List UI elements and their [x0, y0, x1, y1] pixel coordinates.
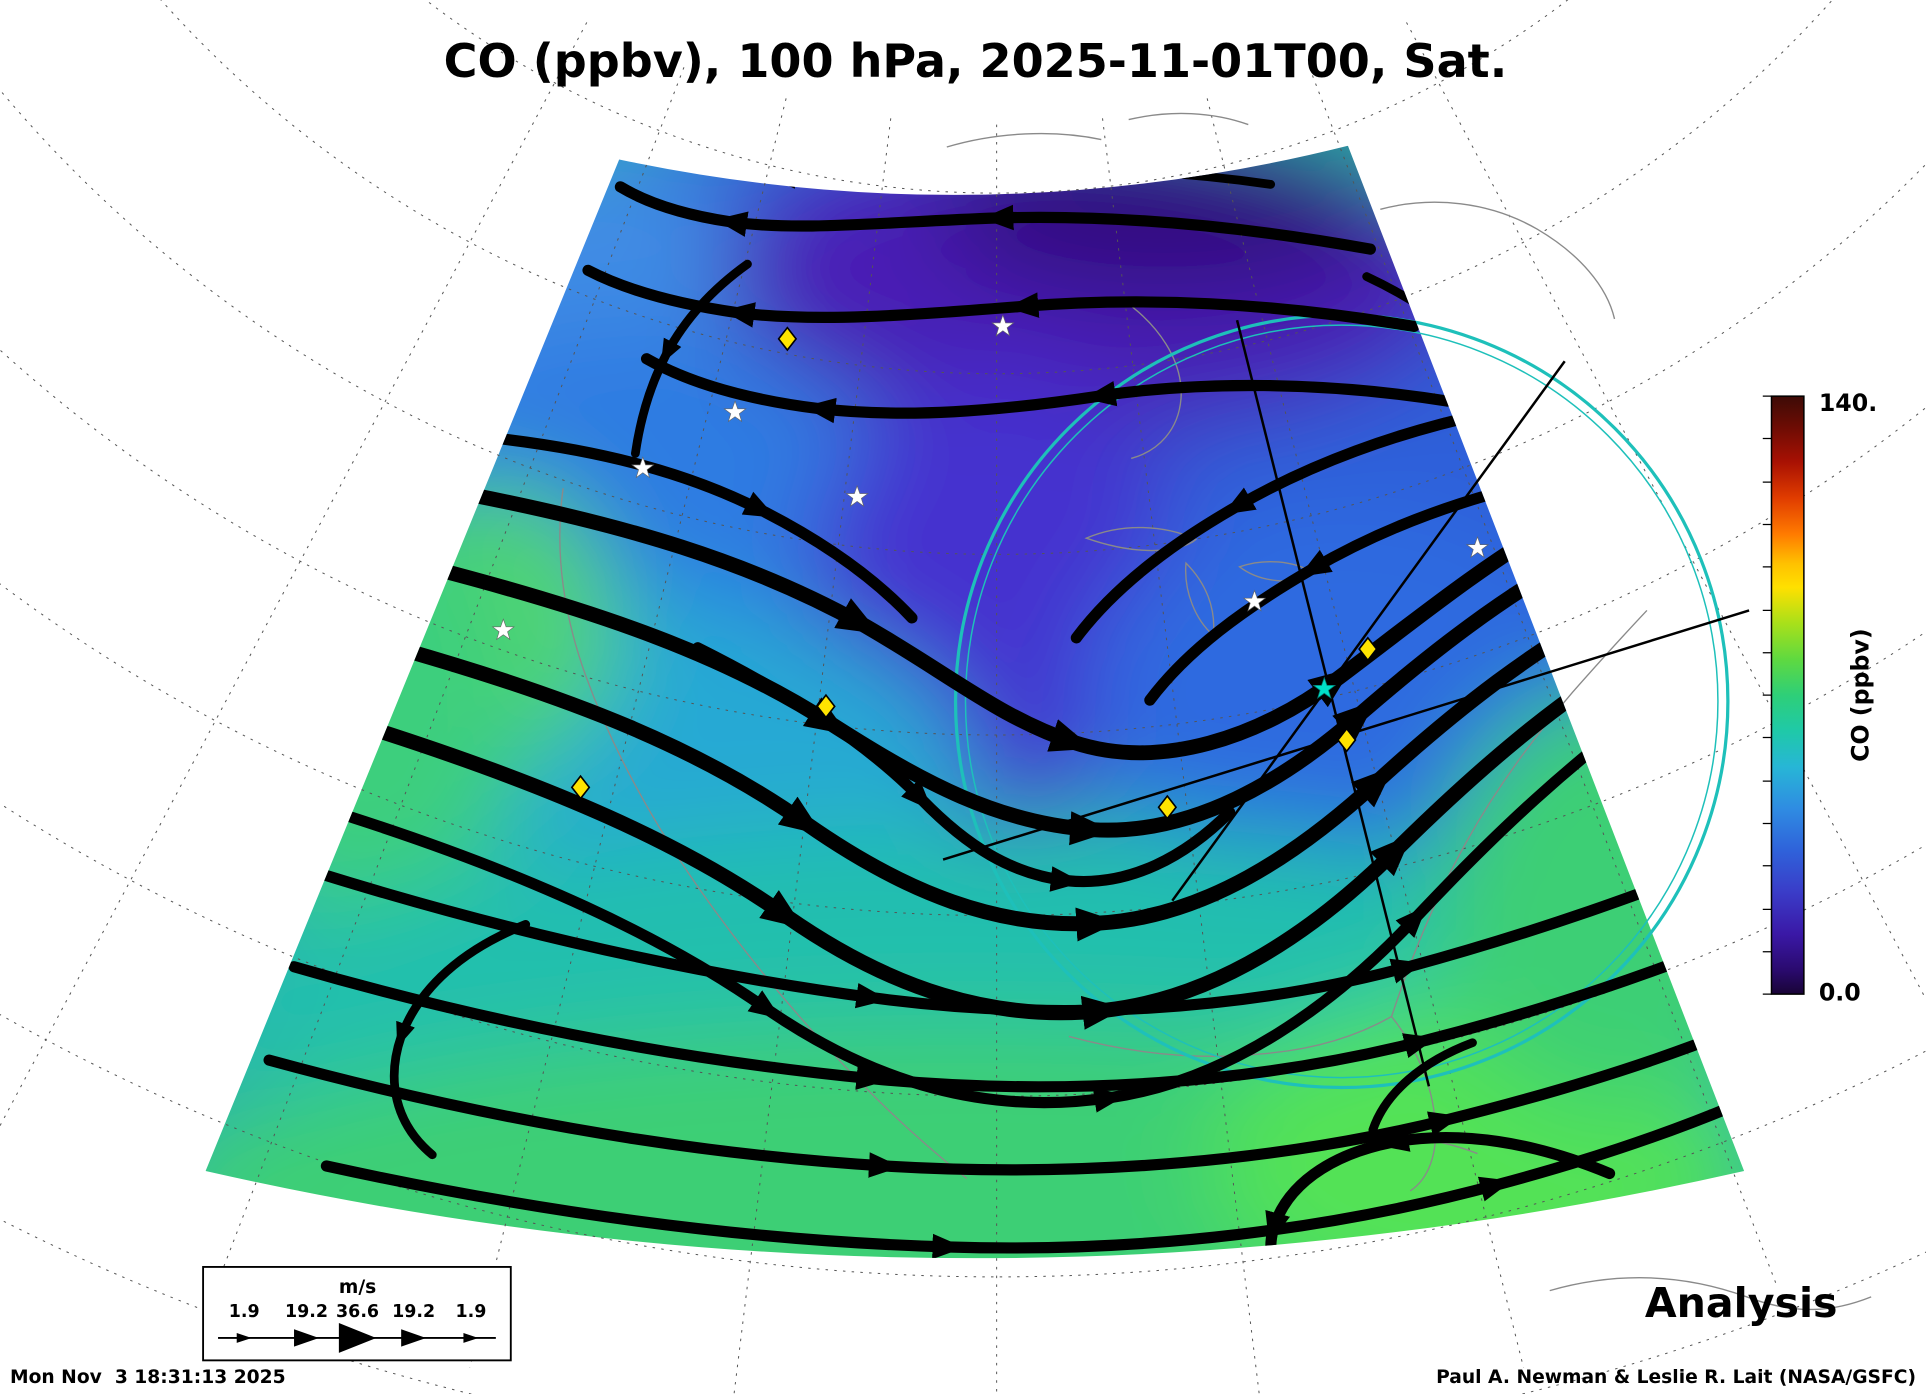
- timestamp-label: Mon Nov 3 18:31:13 2025: [10, 1367, 286, 1388]
- streamline: [640, 353, 1454, 424]
- credit-label: Paul A. Newman & Leslie R. Lait (NASA/GS…: [1436, 1367, 1916, 1388]
- streamline: [1368, 1038, 1477, 1135]
- wind-legend-value: 36.6: [336, 1302, 379, 1322]
- wind-legend-value: 1.9: [455, 1302, 486, 1322]
- streamline: [631, 259, 752, 458]
- wind-streamlines: [263, 160, 1745, 1259]
- wind-speed-legend: m/s 1.9 19.2 36.6 19.2 1.9: [202, 1265, 512, 1362]
- wind-legend-value: 19.2: [285, 1302, 328, 1322]
- streamline: [692, 642, 1236, 892]
- colorbar-axis-label: CO (ppbv): [1847, 628, 1875, 762]
- colorbar-max-label: 140.: [1819, 389, 1877, 417]
- streamline: [614, 181, 1376, 255]
- colorbar-gradient: [1770, 395, 1805, 995]
- analysis-label: Analysis: [1645, 1279, 1838, 1327]
- plot-title: CO (ppbv), 100 hPa, 2025-11-01T00, Sat.: [444, 34, 1508, 88]
- streamline: [345, 693, 1665, 1113]
- streamline: [1070, 407, 1491, 644]
- streamline: [1265, 1126, 1616, 1259]
- streamline: [389, 919, 531, 1160]
- streamline: [320, 1089, 1745, 1259]
- wind-legend-value: 1.9: [229, 1302, 260, 1322]
- wind-legend-value: 19.2: [392, 1302, 435, 1322]
- streamline: [288, 932, 1745, 1093]
- streamline: [492, 432, 918, 624]
- wind-legend-arrow-scale: [218, 1322, 496, 1353]
- streamline: [263, 1017, 1745, 1178]
- wind-legend-unit: m/s: [339, 1277, 376, 1298]
- colorbar: 140. 0.0 CO (ppbv): [1762, 389, 1877, 1006]
- colorbar-ticks: [1762, 395, 1772, 995]
- streamline: [582, 264, 1420, 332]
- streamline: [313, 855, 1733, 1017]
- colorbar-min-label: 0.0: [1819, 978, 1861, 1006]
